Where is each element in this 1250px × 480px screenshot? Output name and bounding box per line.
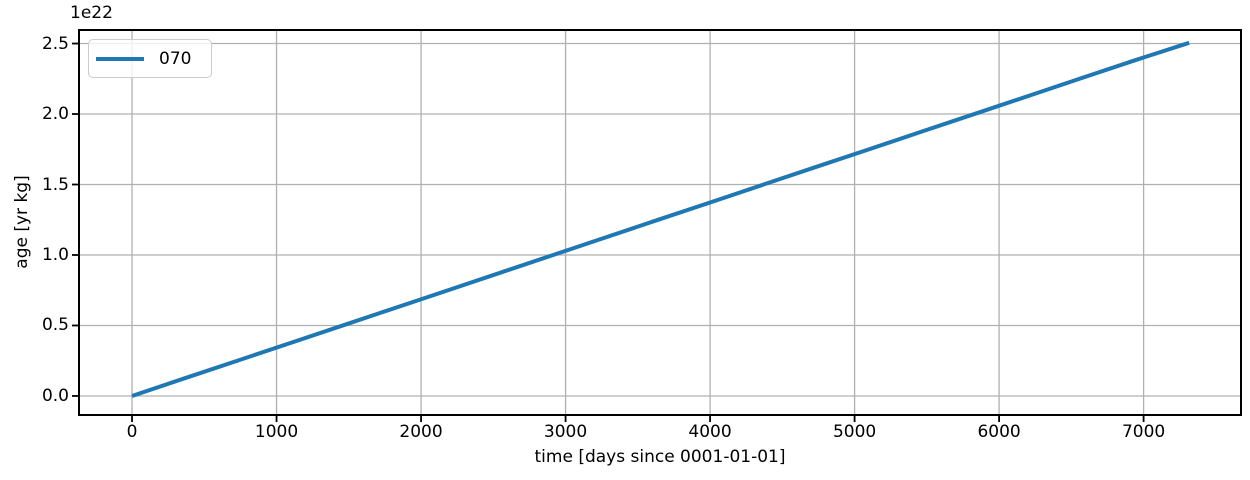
legend-line-sample [96,56,144,61]
series-line [131,40,1190,398]
y-tick-label: 1.5 [41,174,69,195]
x-axis-label: time [days since 0001-01-01] [534,447,786,467]
legend: 070 [88,39,212,78]
x-tick-label: 6000 [977,422,1021,442]
legend-label: 070 [159,48,192,69]
x-tick-label: 4000 [688,422,732,442]
x-tick-label: 7000 [1121,422,1166,442]
x-tick-label: 1000 [254,422,299,442]
y-axis-offset-text: 1e22 [70,3,113,23]
x-tick-label: 0 [126,422,138,442]
y-tick-label: 0.5 [41,315,69,336]
y-tick-label: 2.0 [41,104,69,125]
axes-frame [78,29,1242,416]
y-tick-label: 1.0 [41,244,69,265]
x-tick-label: 5000 [832,422,877,442]
x-tick-label: 2000 [399,422,443,442]
y-tick-label: 2.5 [41,33,69,54]
x-tick-label: 3000 [543,422,588,442]
y-tick-label: 0.0 [41,385,69,406]
